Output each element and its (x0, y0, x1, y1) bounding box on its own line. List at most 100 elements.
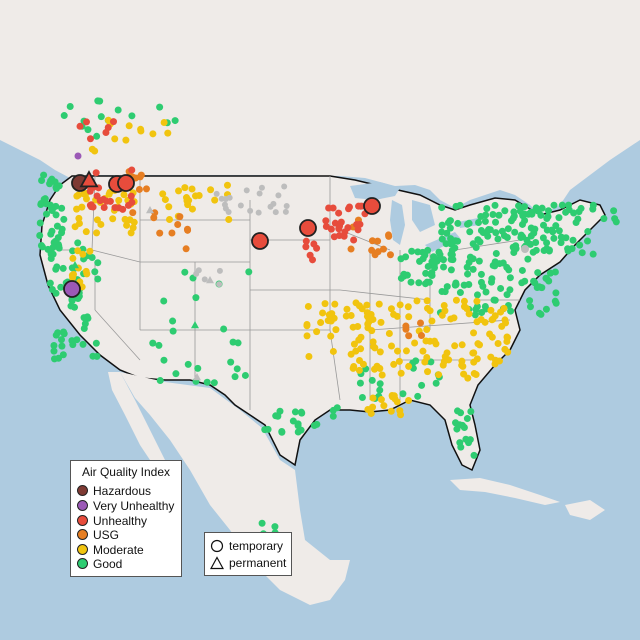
monitor-marker (534, 207, 542, 215)
monitor-marker (452, 419, 460, 427)
monitor-marker (55, 244, 63, 252)
monitor-marker (524, 210, 532, 218)
monitor-marker (408, 247, 416, 255)
monitor-marker (456, 439, 464, 447)
monitor-marker (355, 302, 363, 310)
monitor-marker (390, 310, 398, 318)
good-swatch (77, 558, 88, 569)
monitor-marker (473, 297, 481, 305)
legend-item-good: Good (77, 556, 122, 571)
monitor-marker (184, 360, 192, 368)
monitor-marker (184, 226, 192, 234)
monitor-marker (172, 370, 180, 378)
monitor-marker (73, 192, 81, 200)
monitor-marker (223, 181, 231, 189)
monitor-marker (477, 213, 485, 221)
monitor-marker (329, 347, 337, 355)
monitor-marker (76, 122, 84, 130)
monitor-marker (59, 264, 67, 272)
monitor-marker (278, 428, 286, 436)
monitor-marker (486, 330, 494, 338)
monitor-marker (385, 329, 393, 337)
monitor-marker (325, 311, 333, 319)
legend-label: permanent (229, 556, 287, 570)
monitor-marker (524, 255, 532, 263)
monitor-marker (159, 190, 167, 198)
monitor-marker (550, 234, 558, 242)
monitor-marker (473, 355, 481, 363)
monitor-marker (466, 228, 474, 236)
monitor-marker (123, 221, 131, 229)
monitor-marker (63, 280, 81, 298)
monitor-marker (66, 103, 74, 111)
monitor-marker (503, 291, 511, 299)
monitor-marker (149, 339, 157, 347)
monitor-marker (503, 337, 511, 345)
monitor-marker (114, 106, 122, 114)
monitor-marker (576, 241, 584, 249)
monitor-marker (549, 228, 557, 236)
monitor-marker (412, 357, 420, 365)
monitor-marker (393, 398, 401, 406)
monitor-marker (231, 373, 239, 381)
monitor-marker (52, 331, 60, 339)
monitor-marker (251, 232, 269, 250)
legend-label: Unhealthy (93, 513, 148, 528)
monitor-marker (79, 340, 87, 348)
monitor-marker (380, 402, 388, 410)
monitor-marker (422, 269, 430, 277)
monitor-marker (317, 319, 325, 327)
monitor-marker (71, 223, 79, 231)
monitor-marker (415, 279, 423, 287)
monitor-marker (465, 219, 473, 227)
monitor-marker (281, 183, 288, 190)
monitor-marker (509, 214, 517, 222)
monitor-marker (402, 347, 410, 355)
monitor-marker (50, 347, 58, 355)
monitor-marker (397, 411, 405, 419)
monitor-marker (57, 283, 65, 291)
lake-michigan (390, 200, 405, 245)
monitor-marker (68, 295, 76, 303)
monitor-marker (181, 184, 189, 192)
legend-label: USG (93, 527, 120, 542)
monitor-marker (111, 204, 119, 212)
monitor-marker (472, 243, 480, 251)
monitor-marker (375, 300, 383, 308)
monitor-marker (421, 251, 429, 259)
monitor-marker (115, 196, 123, 204)
monitor-marker (447, 250, 455, 258)
monitor-marker (332, 326, 340, 334)
monitor-marker (451, 342, 459, 350)
permanent-monitor-marker (193, 373, 201, 381)
monitor-marker (74, 247, 82, 255)
monitor-marker (470, 329, 478, 337)
monitor-marker (104, 123, 112, 131)
monitor-marker (83, 118, 91, 126)
monitor-marker (495, 357, 503, 365)
monitor-marker (489, 210, 497, 218)
monitor-marker (59, 351, 67, 359)
monitor-marker (245, 268, 253, 276)
monitor-marker (397, 369, 405, 377)
monitor-marker (438, 204, 446, 212)
monitor-marker (354, 322, 362, 330)
monitor-marker (470, 370, 478, 378)
monitor-marker (518, 266, 526, 274)
monitor-marker (345, 205, 353, 213)
legend-item-hazardous: Hazardous (77, 483, 151, 498)
monitor-marker (331, 300, 339, 308)
monitor-marker (407, 278, 415, 286)
monitor-marker (74, 239, 82, 247)
monitor-marker (216, 281, 223, 288)
monitor-marker (369, 394, 377, 402)
monitor-marker (552, 289, 560, 297)
monitor-marker (48, 207, 56, 215)
monitor-marker (188, 205, 196, 213)
monitor-marker (358, 393, 366, 401)
monitor-marker (543, 215, 551, 223)
monitor-marker (374, 248, 382, 256)
monitor-marker (473, 318, 481, 326)
monitor-marker (211, 196, 219, 204)
monitor-marker (531, 225, 539, 233)
